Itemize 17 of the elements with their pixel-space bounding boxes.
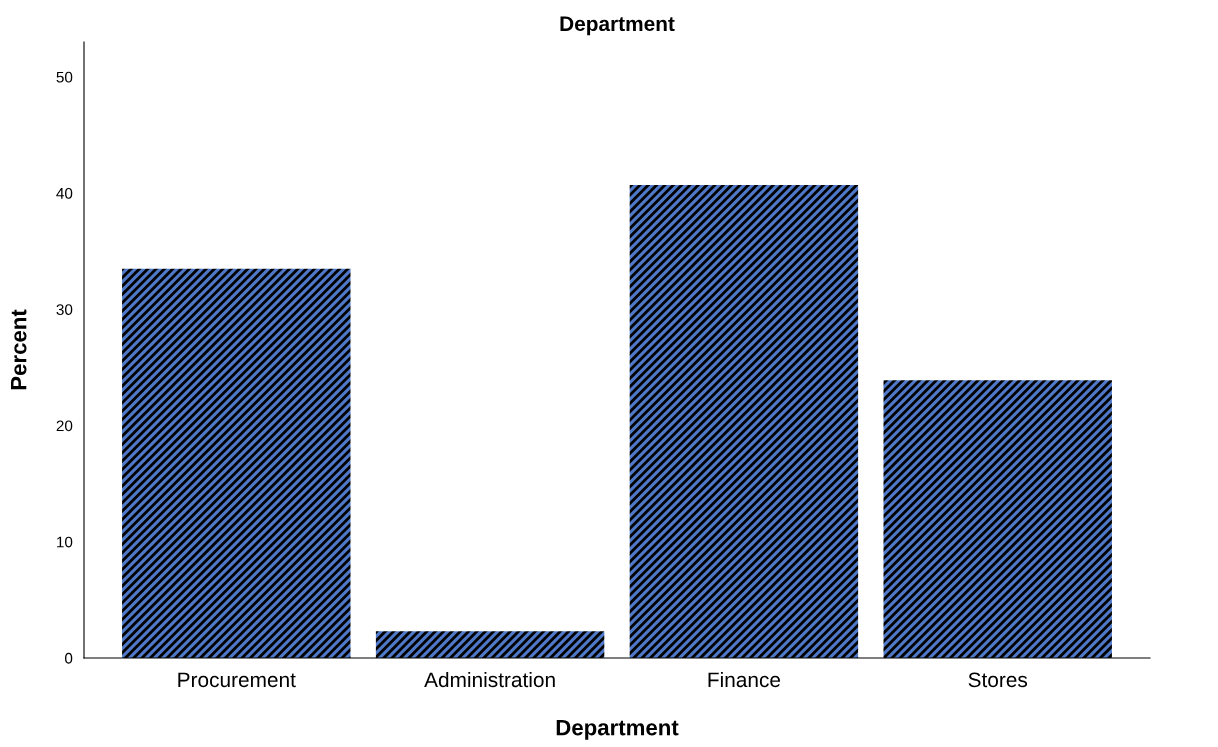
y-tick-label: 10	[57, 536, 73, 548]
y-tick-label: 50	[56, 71, 73, 83]
y-tick-label: 30	[56, 304, 73, 316]
bar	[375, 631, 605, 658]
y-axis-title: Percent	[11, 309, 27, 390]
bar	[122, 268, 351, 658]
x-tick-label: Stores	[968, 672, 1028, 688]
x-axis-title: Department	[556, 719, 679, 740]
x-tick-label: Administration	[424, 671, 555, 688]
x-tick-label: Procurement	[178, 672, 296, 688]
y-tick-label: 0	[64, 652, 73, 664]
y-tick-label: 20	[56, 420, 73, 432]
chart-title: Department	[560, 16, 675, 36]
y-tick-label: 40	[56, 187, 73, 199]
bar	[883, 380, 1112, 658]
bar	[629, 184, 859, 658]
x-tick-label: Finance	[708, 671, 781, 688]
